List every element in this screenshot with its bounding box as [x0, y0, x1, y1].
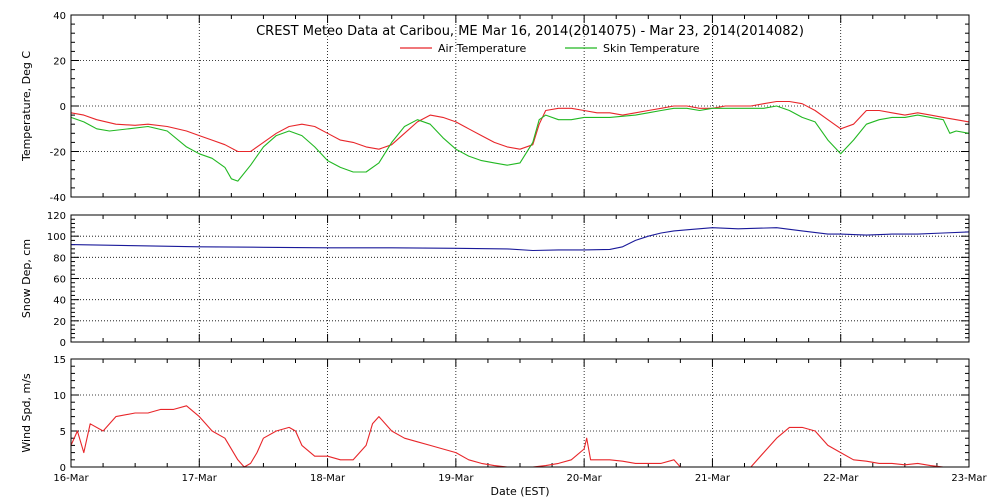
snow-ytick-label: 60 — [53, 275, 66, 286]
xtick-label: 19-Mar — [438, 473, 474, 484]
legend: Air Temperature Skin Temperature — [400, 42, 700, 55]
wind-ytick-label: 10 — [53, 391, 66, 402]
temp-ytick-label: -40 — [50, 193, 66, 204]
temp-ytick-label: 0 — [60, 102, 66, 113]
xtick-label: 16-Mar — [53, 473, 89, 484]
snow-series-line-0 — [70, 227, 970, 252]
wind-ytick-label: 15 — [53, 355, 66, 366]
temp-y-axis-title: Temperature, Deg C — [20, 51, 33, 162]
xtick-label: 20-Mar — [567, 473, 603, 484]
temp-series-line-1 — [70, 105, 970, 182]
xtick-label: 21-Mar — [695, 473, 731, 484]
xtick-label: 23-Mar — [951, 473, 987, 484]
wind-ytick-label: 0 — [60, 463, 66, 474]
snow-ytick-label: 20 — [53, 317, 66, 328]
wind-series-line-0 — [70, 405, 969, 468]
snow-plot-frame — [70, 214, 970, 343]
xtick-label: 18-Mar — [310, 473, 346, 484]
temp-ytick-label: 40 — [53, 11, 66, 22]
wind-y-axis-title: Wind Spd, m/s — [20, 373, 33, 453]
xtick-label: 17-Mar — [182, 473, 218, 484]
snow-ytick-label: 0 — [60, 338, 66, 349]
xtick-label: 22-Mar — [823, 473, 859, 484]
legend-label: Air Temperature — [438, 42, 527, 55]
wind-speed-panel: 0 5 10 15 Wind Spd, m/s 16-Mar 17-Mar 18-Mar 19-… — [20, 355, 987, 484]
temp-plot-frame — [70, 14, 970, 198]
temp-series-line-0 — [70, 100, 970, 153]
wind-plot-frame — [70, 358, 970, 468]
legend-label: Skin Temperature — [603, 42, 700, 55]
x-axis-title: Date (EST) — [490, 485, 549, 498]
temperature-panel: -40 -20 0 20 40 Temperature, Deg C — [20, 11, 970, 204]
snow-depth-panel: 0 20 40 60 80 100 120 Snow Dep, cm — [20, 211, 970, 349]
snow-ytick-label: 120 — [47, 211, 66, 222]
snow-y-axis-title: Snow Dep, cm — [20, 239, 33, 318]
snow-ytick-label: 40 — [53, 296, 66, 307]
temp-ytick-label: 20 — [53, 57, 66, 68]
chart-title: CREST Meteo Data at Caribou, ME Mar 16, … — [256, 24, 804, 39]
temp-ytick-label: -20 — [50, 148, 66, 159]
snow-ytick-label: 100 — [47, 232, 66, 243]
wind-ytick-label: 5 — [60, 427, 66, 438]
snow-ytick-label: 80 — [53, 253, 66, 264]
